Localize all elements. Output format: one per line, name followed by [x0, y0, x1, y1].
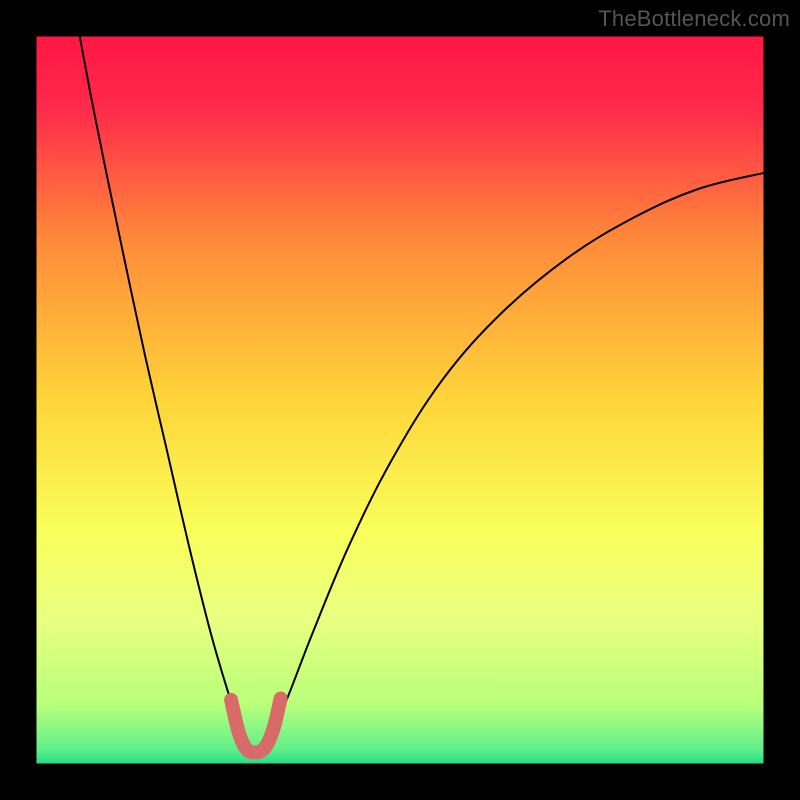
plot-background [36, 36, 764, 764]
watermark-text: TheBottleneck.com [598, 6, 790, 32]
chart-canvas [0, 0, 800, 800]
